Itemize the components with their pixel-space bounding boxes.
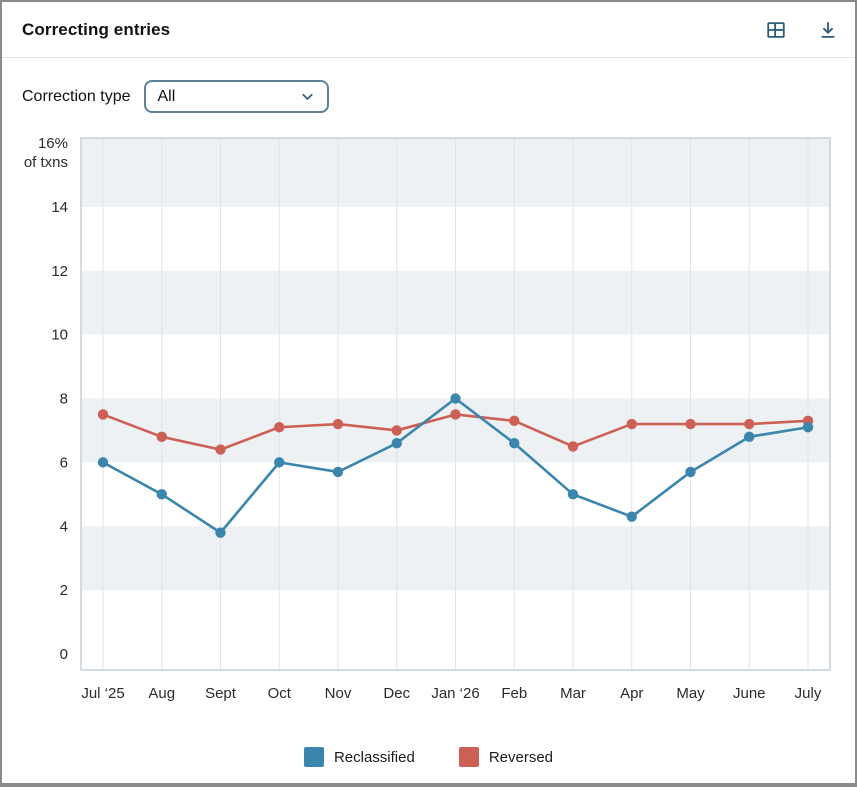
x-tick-label: Nov	[325, 685, 352, 702]
reversed-point[interactable]	[685, 418, 696, 430]
table-view-button[interactable]	[763, 17, 789, 43]
legend-label-reclassified: Reclassified	[333, 748, 415, 766]
reclassified-point[interactable]	[509, 438, 520, 449]
x-tick-label: Jul ‘25	[81, 685, 124, 702]
x-tick-label: Apr	[620, 685, 643, 702]
filter-row: Correction type All	[2, 80, 855, 113]
reclassified-point[interactable]	[332, 466, 344, 478]
y-axis-unit-note: of txns	[24, 154, 68, 171]
x-tick-label: Oct	[268, 685, 292, 702]
reclassified-point[interactable]	[391, 438, 402, 449]
y-tick-label: 4	[60, 518, 68, 535]
table-icon	[765, 19, 787, 41]
x-tick-label: June	[733, 685, 766, 702]
correction-type-label: Correction type	[22, 87, 131, 105]
legend-item-reclassified[interactable]: Reclassified	[303, 747, 415, 767]
reclassified-point[interactable]	[744, 431, 755, 443]
reclassified-point[interactable]	[97, 457, 109, 468]
reclassified-point[interactable]	[685, 466, 696, 478]
reclassified-point[interactable]	[567, 489, 579, 500]
reclassified-point[interactable]	[215, 527, 226, 538]
reversed-point[interactable]	[567, 441, 579, 452]
x-tick-label: Sept	[205, 685, 237, 702]
correction-type-select[interactable]: All	[143, 80, 329, 113]
y-tick-label: 2	[60, 582, 68, 599]
chart-legend: Reclassified Reversed	[2, 747, 855, 767]
download-icon	[817, 19, 839, 41]
reclassified-point[interactable]	[802, 422, 814, 433]
reversed-point[interactable]	[97, 409, 109, 420]
y-tick-label: 8	[60, 391, 68, 408]
reversed-point[interactable]	[744, 418, 755, 430]
y-tick-label: 6	[60, 454, 68, 471]
reclassified-point[interactable]	[626, 511, 637, 522]
legend-swatch-reversed	[458, 747, 479, 767]
reversed-point[interactable]	[391, 425, 402, 436]
chevron-down-icon	[299, 88, 316, 105]
correction-type-value: All	[157, 87, 176, 105]
header-actions	[763, 17, 841, 43]
reversed-point[interactable]	[215, 444, 226, 455]
reclassified-point[interactable]	[274, 457, 285, 468]
card-header: Correcting entries	[2, 2, 855, 58]
plot-border	[80, 137, 831, 671]
reversed-point[interactable]	[274, 422, 285, 433]
x-tick-label: Dec	[383, 685, 410, 702]
x-tick-label: Mar	[560, 685, 586, 702]
reversed-point[interactable]	[156, 431, 167, 443]
y-tick-label: 12	[51, 263, 68, 280]
legend-item-reversed[interactable]: Reversed	[458, 747, 554, 767]
reversed-point[interactable]	[509, 415, 520, 427]
chart-canvas[interactable]: 0 2 4 6 8 10 12 14 16% of txns Jul ‘25 Aug Sept Oct No…	[2, 128, 857, 713]
reversed-point[interactable]	[332, 418, 344, 430]
x-tick-label: May	[676, 685, 705, 702]
x-tick-label: Feb	[501, 685, 527, 702]
x-tick-label: Jan ‘26	[431, 685, 479, 702]
legend-swatch-reclassified	[303, 747, 324, 767]
y-tick-label: 14	[51, 199, 68, 216]
reversed-point[interactable]	[450, 409, 461, 420]
reclassified-point[interactable]	[450, 393, 461, 404]
page-title: Correcting entries	[22, 19, 171, 39]
reversed-point[interactable]	[626, 418, 637, 430]
x-tick-label: July	[795, 685, 822, 702]
y-tick-label: 16%	[38, 135, 68, 152]
y-tick-label: 10	[51, 327, 68, 344]
y-tick-label: 0	[60, 646, 68, 663]
legend-label-reversed: Reversed	[488, 748, 554, 766]
x-tick-label: Aug	[148, 685, 175, 702]
download-button[interactable]	[815, 17, 841, 43]
reclassified-point[interactable]	[156, 489, 167, 500]
